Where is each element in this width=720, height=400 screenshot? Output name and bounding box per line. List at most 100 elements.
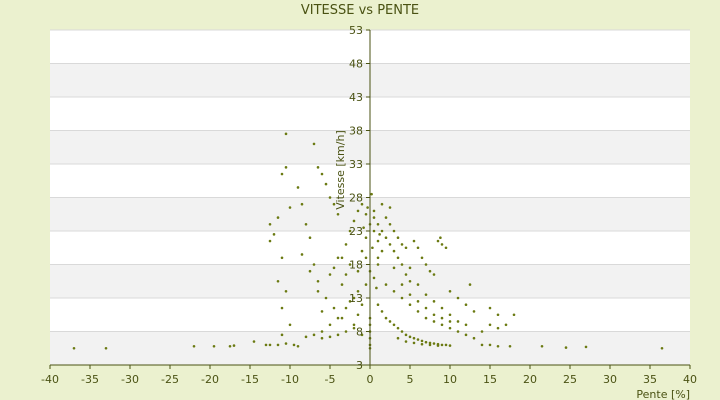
data-point <box>320 172 324 176</box>
data-point <box>448 320 452 323</box>
data-point <box>400 263 404 266</box>
x-tick-label: -15 <box>241 373 259 386</box>
data-point <box>408 279 412 283</box>
y-tick-label: 28 <box>349 192 363 205</box>
data-point <box>300 202 304 206</box>
data-point <box>564 346 568 349</box>
data-point <box>440 323 444 327</box>
data-point <box>288 206 292 209</box>
data-point <box>496 313 500 317</box>
data-point <box>364 256 368 260</box>
data-point <box>362 226 365 229</box>
data-point <box>444 343 448 347</box>
y-tick-label: 38 <box>349 125 363 138</box>
data-point <box>280 333 284 337</box>
data-point <box>439 236 442 239</box>
data-point <box>276 279 280 283</box>
x-tick-label: -40 <box>41 373 59 386</box>
data-point <box>360 202 364 206</box>
data-point <box>420 256 424 260</box>
x-tick-label: 20 <box>523 373 537 386</box>
data-point <box>320 330 324 333</box>
data-point <box>376 223 380 226</box>
data-point <box>424 340 428 344</box>
x-tick-label: -35 <box>81 373 99 386</box>
data-point <box>408 335 412 339</box>
data-point <box>304 335 308 339</box>
data-point <box>308 269 312 273</box>
data-point <box>424 316 428 320</box>
data-point <box>340 256 344 260</box>
data-point <box>408 293 412 296</box>
data-point <box>488 306 492 310</box>
data-point <box>432 300 436 303</box>
data-point <box>316 166 320 169</box>
data-point <box>416 246 420 250</box>
data-point <box>416 300 420 303</box>
data-point <box>384 216 388 219</box>
data-point <box>192 344 196 348</box>
data-point <box>396 256 400 260</box>
data-point <box>284 132 288 136</box>
data-point <box>464 323 468 327</box>
x-tick-label: -20 <box>201 373 219 386</box>
data-point <box>352 326 356 330</box>
data-point <box>400 296 404 300</box>
data-point <box>360 333 364 337</box>
data-point <box>284 342 288 345</box>
x-tick-label: 25 <box>563 373 577 386</box>
data-point <box>448 313 452 317</box>
data-point <box>228 344 232 348</box>
y-tick-label: 43 <box>349 91 363 104</box>
data-point <box>352 323 356 327</box>
data-point <box>376 263 380 266</box>
data-point <box>344 330 348 333</box>
data-point <box>420 342 424 346</box>
data-point <box>284 290 288 293</box>
data-point <box>308 236 312 239</box>
data-point <box>304 223 308 226</box>
data-point <box>456 296 460 300</box>
data-point <box>296 344 300 348</box>
data-point <box>364 283 368 286</box>
data-point <box>440 343 444 347</box>
data-point <box>420 339 424 343</box>
data-point <box>584 345 588 349</box>
data-point <box>448 290 452 293</box>
y-tick-label: 13 <box>349 292 363 305</box>
data-point <box>312 142 316 146</box>
data-point <box>432 342 436 345</box>
data-point <box>252 340 256 343</box>
x-tick-label: 35 <box>643 373 657 386</box>
data-point <box>348 300 352 303</box>
data-point <box>268 343 272 347</box>
data-point <box>396 236 400 239</box>
x-tick-label: 15 <box>483 373 497 386</box>
data-point <box>352 296 356 300</box>
y-tick-label: 33 <box>349 158 363 171</box>
data-point <box>276 216 280 219</box>
y-tick-label: 18 <box>349 259 363 272</box>
data-point <box>404 246 408 250</box>
data-point <box>404 273 408 276</box>
data-point <box>416 283 420 286</box>
y-tick-label: 23 <box>349 225 363 238</box>
data-point <box>344 306 348 310</box>
data-point <box>480 343 484 347</box>
data-point <box>232 344 236 347</box>
x-tick-label: -25 <box>161 373 179 386</box>
x-tick-label: -5 <box>325 373 336 386</box>
data-point <box>332 266 336 270</box>
data-point <box>264 343 268 347</box>
data-point <box>468 283 472 286</box>
data-point <box>320 336 324 340</box>
data-point <box>332 202 336 206</box>
data-point <box>540 344 544 348</box>
data-point <box>388 320 392 323</box>
data-point <box>512 313 516 317</box>
data-point <box>360 249 364 253</box>
data-point <box>384 316 388 320</box>
data-point <box>276 343 280 347</box>
data-point <box>104 346 108 350</box>
